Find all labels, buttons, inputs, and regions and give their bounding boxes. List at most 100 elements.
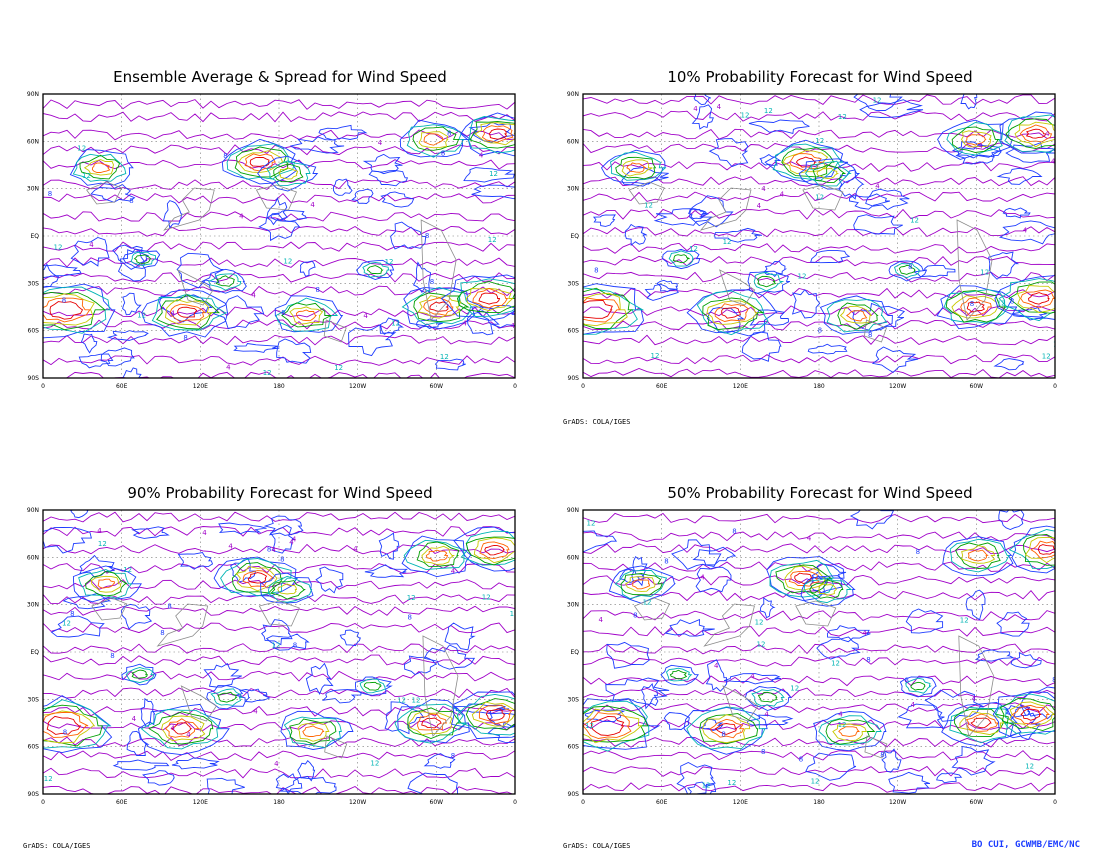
contour-16 xyxy=(215,275,235,287)
contour-label: 8 xyxy=(129,197,133,205)
lon-tick-label: 0 xyxy=(513,383,517,390)
contour-8 xyxy=(203,662,242,688)
contour-8 xyxy=(686,781,717,794)
contour-label: 12 xyxy=(723,238,732,246)
contour-label: 4 xyxy=(353,545,358,553)
map-plot: 1248412124412128481284128121288881284121… xyxy=(27,91,517,390)
contour-8 xyxy=(859,99,924,118)
contour-label: 12 xyxy=(585,722,594,730)
contour-4 xyxy=(43,144,515,156)
contour-8 xyxy=(355,676,393,696)
contour-8 xyxy=(348,324,397,357)
contour-label: 4 xyxy=(807,535,812,543)
contour-8 xyxy=(201,268,247,294)
contour-label: 4 xyxy=(170,310,175,318)
contour-label: 8 xyxy=(425,232,429,240)
contour-field: 12 4 8 4 12 12 4 4 12 12 8 4 8 12 8 4 12 8 12 12 8 8 8 8 12 8 4 12 1… xyxy=(43,99,515,378)
contour-12 xyxy=(949,706,1018,744)
contour-24 xyxy=(43,712,89,738)
contour-12 xyxy=(394,703,468,744)
contour-8 xyxy=(423,644,476,670)
lon-tick-label: 120E xyxy=(733,799,748,806)
contour-label: 4 xyxy=(271,546,276,554)
contour-12 xyxy=(151,293,227,331)
contour-label: 12 xyxy=(910,217,919,225)
contour-8 xyxy=(747,714,794,726)
lon-tick-label: 60E xyxy=(116,799,128,806)
contour-16 xyxy=(85,571,128,597)
contour-12 xyxy=(456,693,515,736)
contour-8 xyxy=(233,343,280,353)
contour-8 xyxy=(476,304,515,329)
contour-8 xyxy=(120,603,153,630)
contour-20 xyxy=(473,537,515,564)
contour-28 xyxy=(177,306,198,318)
contour-8 xyxy=(488,712,515,729)
lat-tick-label: 30N xyxy=(27,186,39,193)
contour-20 xyxy=(784,565,826,591)
contour-8 xyxy=(274,295,344,333)
contour-28 xyxy=(970,717,992,729)
contour-16 xyxy=(781,147,835,178)
coastline xyxy=(422,635,459,737)
contour-8 xyxy=(122,248,161,269)
contour-label: 8 xyxy=(223,152,227,160)
contour-8 xyxy=(899,676,937,698)
map-frame xyxy=(582,509,1056,795)
lat-tick-label: 60N xyxy=(567,554,579,561)
contour-label: 8 xyxy=(868,331,872,339)
contour-20 xyxy=(471,701,515,727)
contour-label: 12 xyxy=(440,353,449,361)
contour-label: 8 xyxy=(799,756,803,764)
map-frame xyxy=(42,509,516,795)
contour-12 xyxy=(140,709,222,750)
lon-tick-label: 0 xyxy=(581,383,585,390)
contour-28 xyxy=(583,299,613,319)
coastline xyxy=(323,319,347,343)
contour-16 xyxy=(672,254,690,264)
lat-tick-label: 60S xyxy=(568,328,580,335)
contour-8 xyxy=(747,270,791,294)
contour-label: 8 xyxy=(267,546,271,554)
lon-tick-label: 120W xyxy=(349,383,366,390)
contour-16 xyxy=(465,536,515,566)
contour-label: 4 xyxy=(202,529,207,537)
contour-16 xyxy=(583,705,649,743)
contour-label: 8 xyxy=(167,602,171,610)
contour-16 xyxy=(756,275,777,288)
contour-28 xyxy=(170,722,193,735)
panel-title: 10% Probability Forecast for Wind Speed xyxy=(667,68,973,86)
contour-8 xyxy=(871,346,919,373)
contour-8 xyxy=(112,244,149,270)
contour-4 xyxy=(43,257,515,268)
contour-8 xyxy=(297,760,316,782)
contour-label: 4 xyxy=(132,715,137,723)
contour-4 xyxy=(43,579,515,590)
contour-8 xyxy=(1011,307,1047,321)
contour-8 xyxy=(592,214,616,227)
contour-4 xyxy=(583,719,1055,731)
contour-16 xyxy=(363,681,383,691)
contour-8 xyxy=(62,592,112,610)
contour-4 xyxy=(583,128,1055,140)
contour-28 xyxy=(795,156,817,168)
contour-8 xyxy=(942,536,1014,577)
contour-8 xyxy=(998,220,1055,245)
contour-8 xyxy=(766,556,845,602)
contour-label: 12 xyxy=(873,96,882,104)
contour-4 xyxy=(583,161,1055,172)
lon-tick-label: 120E xyxy=(193,383,208,390)
contour-8 xyxy=(764,139,849,183)
contour-label: 8 xyxy=(818,327,822,335)
contour-label: 12 xyxy=(1053,341,1060,349)
contour-20 xyxy=(421,545,456,565)
lon-tick-label: 60W xyxy=(970,383,984,390)
contour-12 xyxy=(893,262,921,279)
contour-label: 8 xyxy=(1052,676,1056,684)
contour-20 xyxy=(235,566,278,592)
contour-20 xyxy=(83,159,114,176)
contour-12 xyxy=(946,122,1003,156)
coastline xyxy=(864,735,888,759)
contour-8 xyxy=(206,777,245,794)
contour-8 xyxy=(897,703,945,729)
